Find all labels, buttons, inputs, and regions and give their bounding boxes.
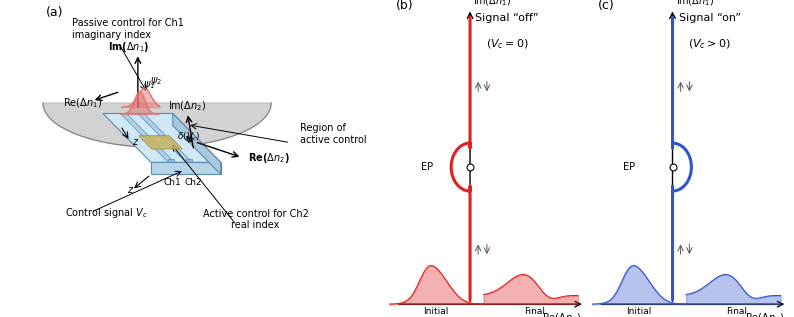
Text: Im($\Delta n_1$): Im($\Delta n_1$) <box>473 0 511 8</box>
Text: (a): (a) <box>46 6 64 19</box>
Text: ($V_c = 0$): ($V_c = 0$) <box>486 37 529 51</box>
Polygon shape <box>173 113 221 174</box>
Text: $\psi_2$: $\psi_2$ <box>150 75 162 87</box>
Text: Active control for Ch2
real index: Active control for Ch2 real index <box>202 209 309 230</box>
Polygon shape <box>103 113 221 162</box>
Polygon shape <box>151 162 221 174</box>
Text: Re($\Delta n_2$): Re($\Delta n_2$) <box>542 312 581 317</box>
Text: $\delta(V_c)$: $\delta(V_c)$ <box>178 131 201 143</box>
Text: EP: EP <box>421 162 433 172</box>
Polygon shape <box>186 159 192 162</box>
Polygon shape <box>121 113 175 162</box>
Text: (c): (c) <box>599 0 615 11</box>
Text: Ch2: Ch2 <box>184 178 202 187</box>
Text: Re($\Delta n_2$): Re($\Delta n_2$) <box>249 151 290 165</box>
Polygon shape <box>138 113 192 162</box>
Text: Initial: Initial <box>424 307 449 316</box>
Text: Im($\Delta n_2$): Im($\Delta n_2$) <box>168 100 206 113</box>
Text: Re($\Delta n_1$): Re($\Delta n_1$) <box>63 96 102 109</box>
Text: Ch1: Ch1 <box>164 178 181 187</box>
Text: Region of
active control: Region of active control <box>300 123 367 145</box>
Text: z: z <box>127 185 133 195</box>
Text: (b): (b) <box>395 0 414 11</box>
Text: z: z <box>132 137 137 146</box>
Text: Passive control for Ch1
imaginary index: Passive control for Ch1 imaginary index <box>71 18 183 40</box>
Polygon shape <box>139 136 183 149</box>
Text: Control signal $V_c$: Control signal $V_c$ <box>65 205 148 220</box>
Polygon shape <box>43 103 272 147</box>
Text: Initial: Initial <box>626 307 651 316</box>
Text: Re($\Delta n_2$): Re($\Delta n_2$) <box>745 312 784 317</box>
Text: Im($\Delta n_1$): Im($\Delta n_1$) <box>676 0 714 8</box>
Text: Signal “on”: Signal “on” <box>679 13 741 23</box>
Text: EP: EP <box>623 162 635 172</box>
Text: Final: Final <box>727 307 747 316</box>
Text: ($V_c > 0$): ($V_c > 0$) <box>688 37 731 51</box>
Text: Im($\Delta n_1$): Im($\Delta n_1$) <box>108 40 149 54</box>
Text: $\psi_1$: $\psi_1$ <box>143 79 155 91</box>
Polygon shape <box>168 159 175 162</box>
Text: Signal “off”: Signal “off” <box>476 13 539 23</box>
Text: Final: Final <box>524 307 545 316</box>
